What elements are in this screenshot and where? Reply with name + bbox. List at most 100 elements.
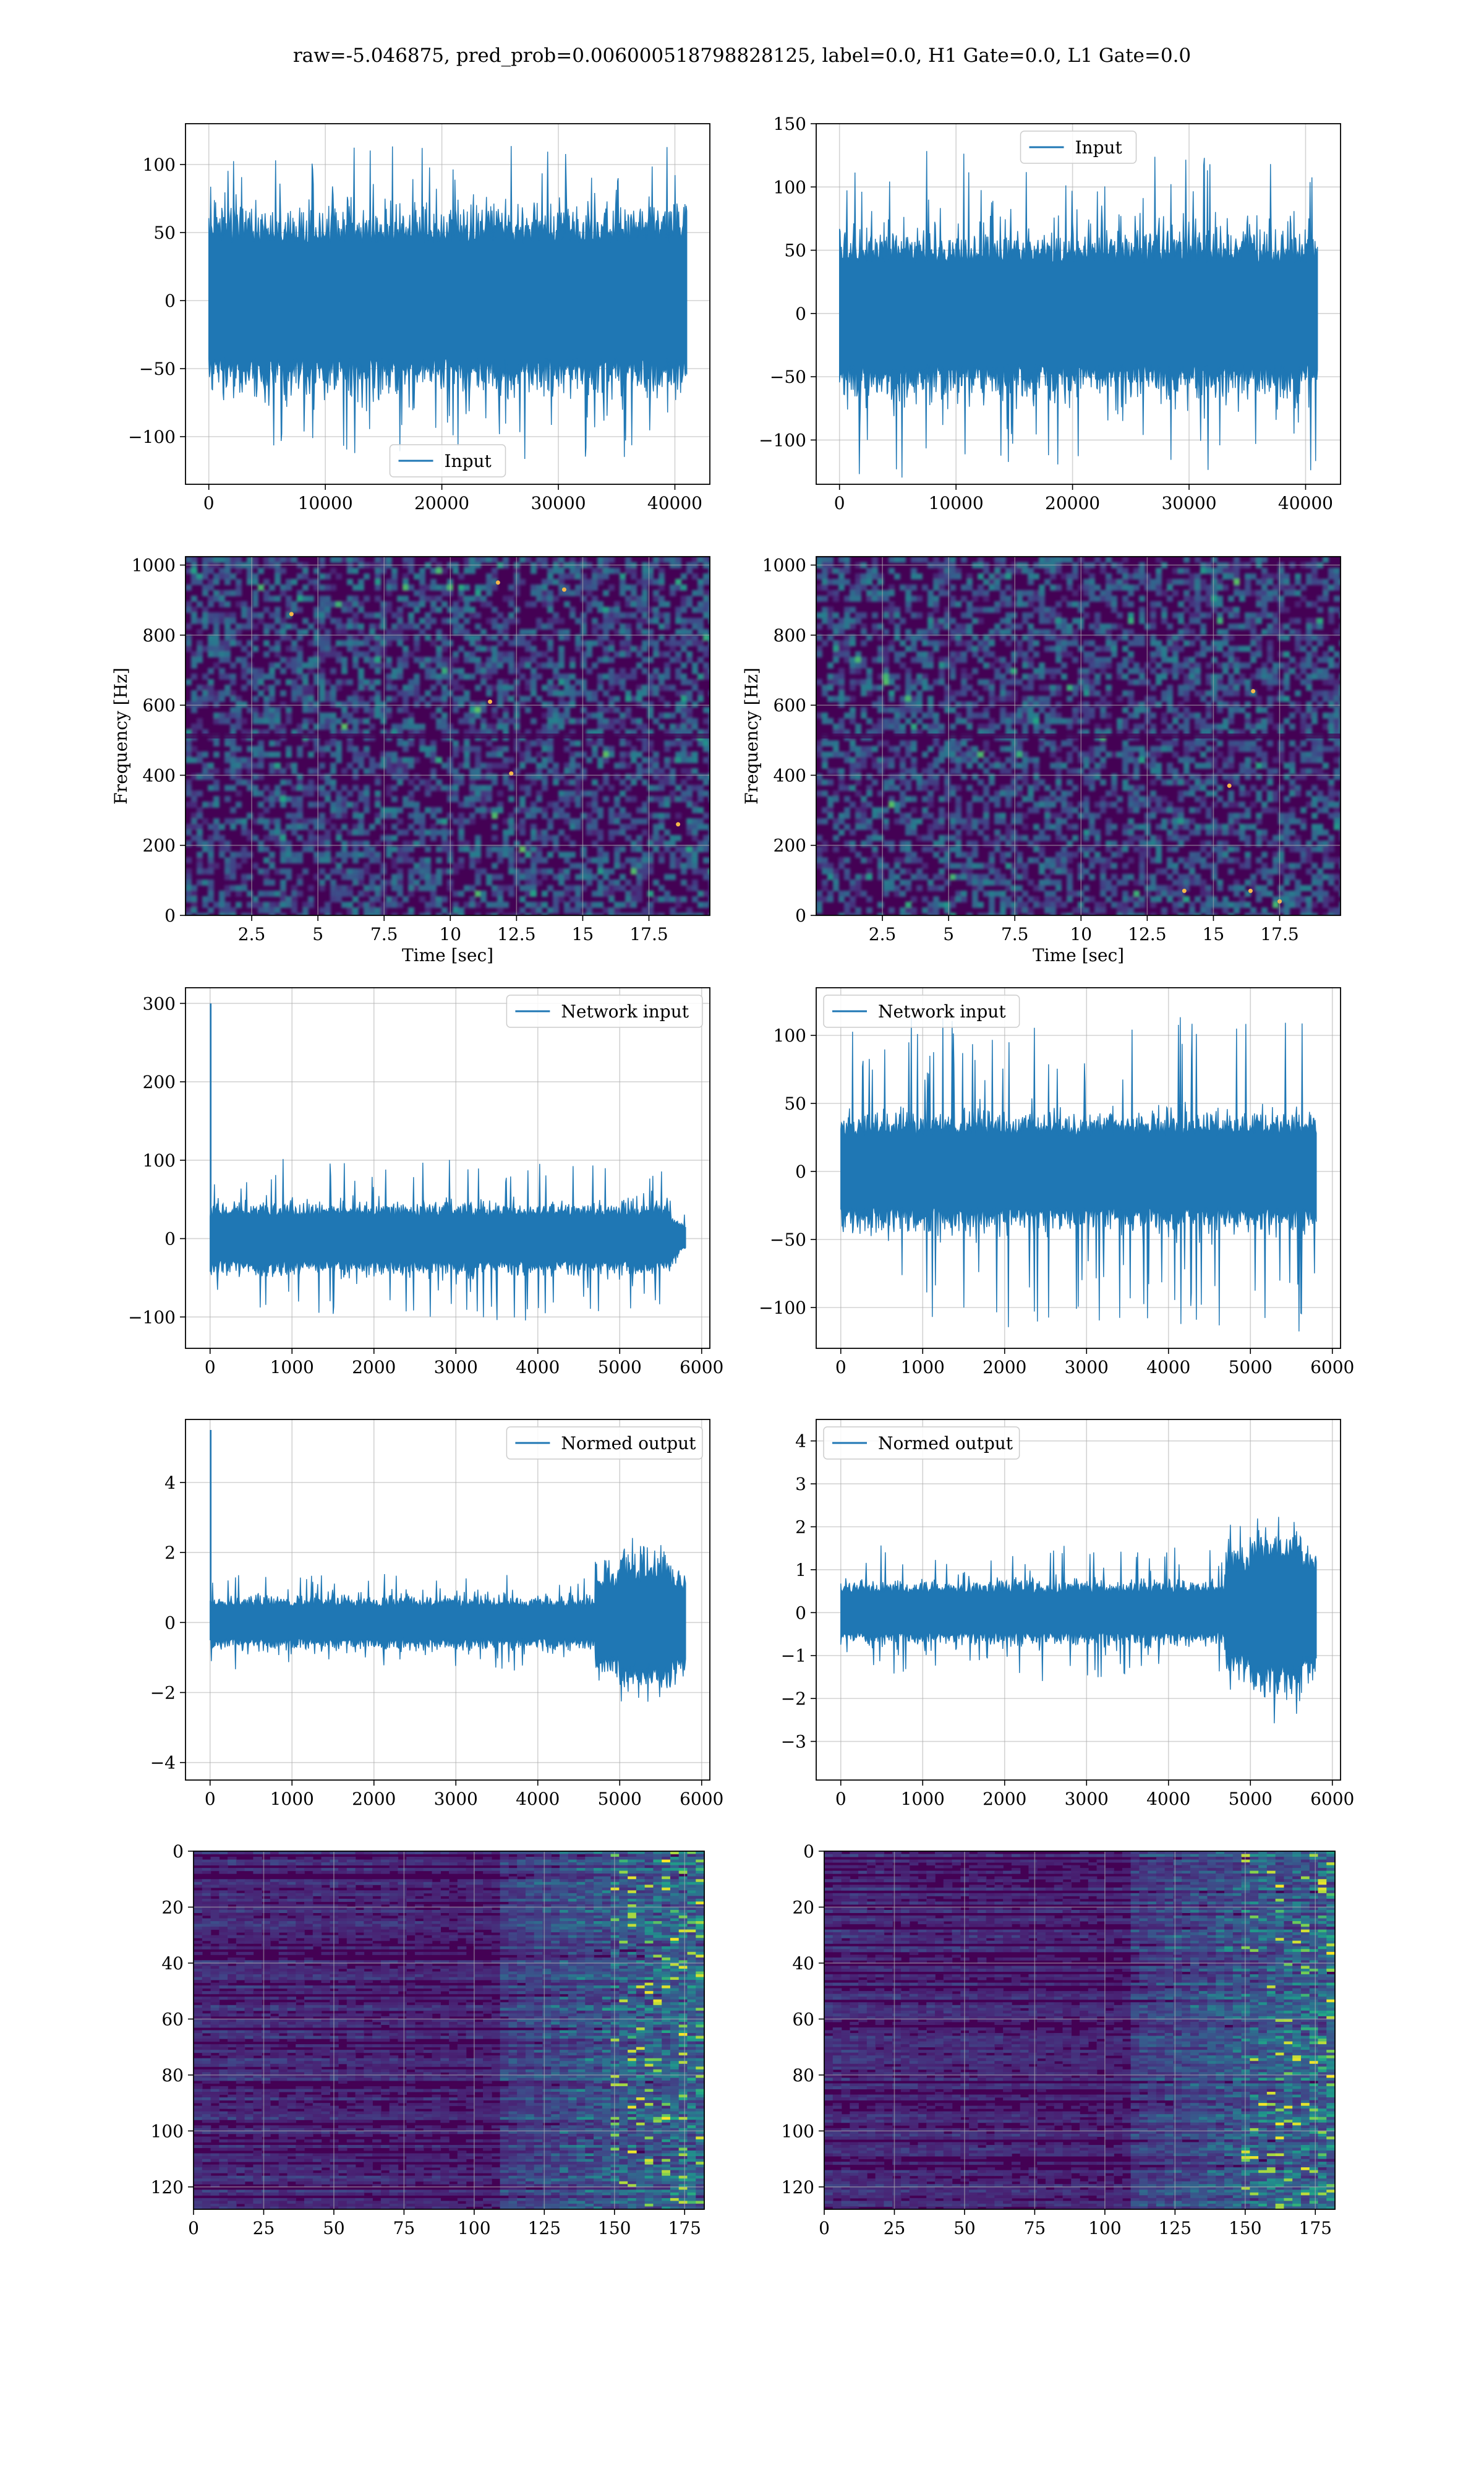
heatmap-cell [302, 679, 309, 685]
heatmap-cell [575, 874, 581, 880]
heatmap-cell [492, 579, 498, 585]
heatmap-cell [480, 785, 487, 791]
heatmap-cell [838, 646, 845, 652]
heatmap-cell [692, 618, 698, 624]
heatmap-cell [709, 668, 710, 674]
heatmap-cell [1172, 657, 1179, 663]
heatmap-cell [922, 713, 928, 719]
heatmap-cell [1256, 646, 1262, 652]
heatmap-cell [403, 896, 409, 902]
heatmap-cell [1072, 718, 1078, 724]
heatmap-cell [236, 768, 242, 774]
heatmap-cell [647, 640, 654, 646]
heatmap-cell [197, 685, 203, 691]
x-tick-label: 40000 [647, 493, 702, 513]
heatmap-cell [208, 679, 214, 685]
heatmap-cell [692, 802, 698, 808]
heatmap-cell [492, 573, 498, 580]
heatmap-cell [1183, 662, 1190, 669]
heatmap-cell [592, 746, 598, 752]
heatmap-cell [1323, 657, 1329, 663]
heatmap-cell [519, 857, 526, 863]
heatmap-cell [269, 835, 275, 841]
heatmap-cell [397, 885, 403, 891]
heatmap-cell [1055, 635, 1062, 641]
heatmap-cell [1317, 701, 1323, 708]
heatmap-cell [636, 646, 642, 652]
heatmap-cell [352, 802, 359, 808]
heatmap-cell [252, 902, 258, 908]
heatmap-cell [586, 729, 592, 735]
heatmap-cell [558, 790, 565, 797]
heatmap-cell [1250, 740, 1256, 747]
heatmap-cell [247, 557, 253, 563]
heatmap-cell [978, 696, 984, 702]
heatmap-cell [319, 601, 325, 607]
heatmap-cell [497, 718, 503, 724]
heatmap-cell [286, 751, 292, 758]
heatmap-cell [341, 902, 348, 908]
heatmap-cell [386, 757, 392, 763]
heatmap-cell [1005, 713, 1012, 719]
heatmap-cell [1172, 640, 1179, 646]
heatmap-cell [236, 579, 242, 585]
heatmap-cell [569, 751, 576, 758]
heatmap-cell [1106, 685, 1112, 691]
heatmap-cell [275, 824, 281, 830]
heatmap-cell [603, 907, 609, 914]
heatmap-cell [950, 668, 956, 674]
heatmap-cell [1055, 557, 1062, 563]
heatmap-cell [558, 590, 565, 596]
heatmap-cell [1234, 668, 1240, 674]
heatmap-cell [1178, 579, 1184, 585]
heatmap-cell [213, 802, 220, 808]
heatmap-cell [1261, 674, 1268, 680]
heatmap-cell [581, 813, 587, 819]
heatmap-cell [581, 902, 587, 908]
heatmap-cell [872, 685, 878, 691]
heatmap-cell [1083, 651, 1090, 657]
heatmap-cell [664, 623, 670, 630]
heatmap-cell [224, 573, 231, 580]
heatmap-cell [341, 846, 348, 852]
heatmap-cell [1139, 635, 1145, 641]
heatmap-cell [186, 601, 192, 607]
heatmap-cell [202, 573, 208, 580]
heatmap-cell [978, 557, 984, 563]
heatmap-cell [386, 601, 392, 607]
heatmap-cell [1122, 724, 1128, 730]
heatmap-cell [822, 618, 828, 624]
heatmap-cell [1005, 623, 1012, 630]
heatmap-cells [816, 557, 1341, 915]
heatmap-cell [1328, 618, 1334, 624]
heatmap-cell [208, 690, 214, 696]
heatmap-cell [692, 557, 698, 563]
heatmap-cell [375, 802, 381, 808]
heatmap-cell [219, 601, 225, 607]
heatmap-cell [497, 902, 503, 908]
heatmap-cell [978, 573, 984, 580]
heatmap-cell [313, 707, 320, 713]
heatmap-cell [1005, 601, 1012, 607]
heatmap-cell [850, 685, 856, 691]
heatmap-cell [558, 651, 565, 657]
heatmap-cell [1189, 668, 1195, 674]
heatmap-cell [692, 896, 698, 902]
heatmap-cell [352, 768, 359, 774]
heatmap-cell [709, 596, 710, 602]
heatmap-cell [1278, 629, 1284, 635]
heatmap-cell [347, 701, 353, 708]
heatmap-cell [1139, 596, 1145, 602]
y-tick-label: −50 [139, 359, 176, 379]
heatmap-cell [575, 718, 581, 724]
heatmap-cell [575, 584, 581, 591]
heatmap-cell [386, 662, 392, 669]
heatmap-cell [659, 885, 665, 891]
heatmap-cell [1211, 584, 1217, 591]
heatmap-cell [286, 718, 292, 724]
heatmap-cell [436, 857, 442, 863]
heatmap-cell [1211, 590, 1217, 596]
heatmap-cell [697, 868, 704, 875]
heatmap-cell [625, 612, 631, 618]
heatmap-cell [681, 746, 687, 752]
